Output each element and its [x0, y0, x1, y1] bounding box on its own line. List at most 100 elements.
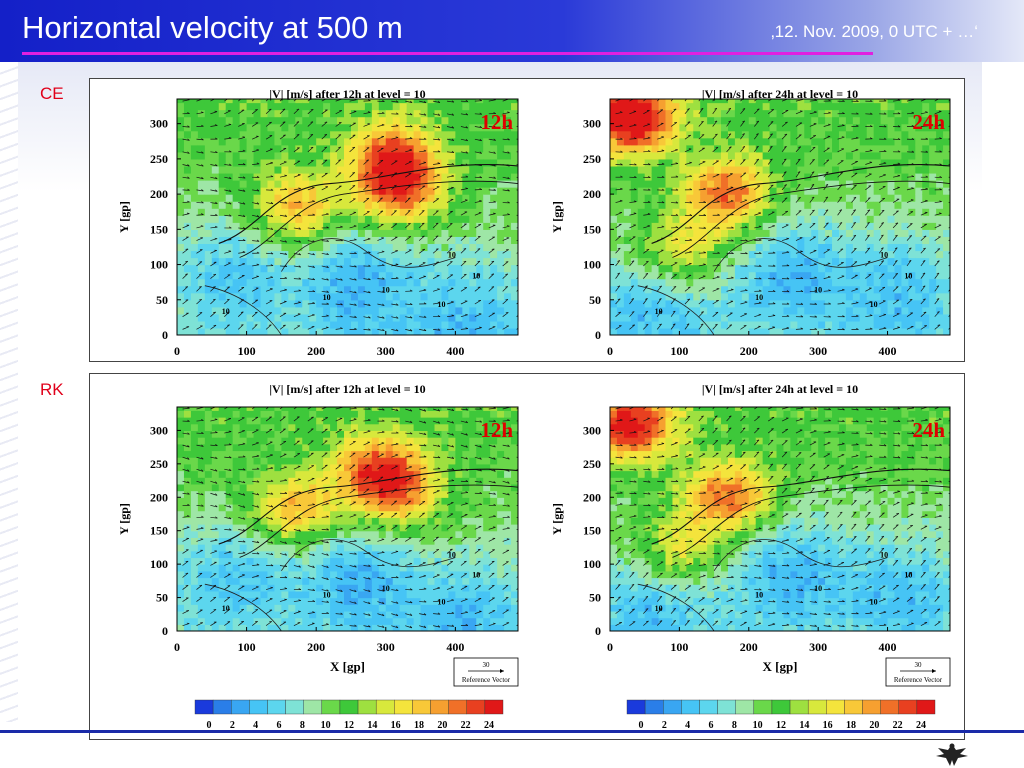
field-cell	[211, 313, 220, 322]
field-cell	[936, 292, 944, 301]
wind-arrow	[363, 316, 371, 319]
field-cell	[253, 299, 262, 308]
field-cell	[197, 165, 206, 174]
field-cell	[420, 151, 429, 160]
field-cell	[239, 130, 248, 139]
field-cell	[693, 151, 701, 160]
field-cell	[943, 257, 950, 266]
field-cell	[693, 250, 701, 259]
contour-label: 10	[222, 307, 230, 316]
field-cell	[637, 327, 646, 335]
field-cell	[630, 222, 639, 230]
wind-arrow	[726, 133, 732, 140]
wind-arrow	[629, 298, 635, 305]
field-cell	[845, 180, 854, 188]
wind-arrow-head	[675, 162, 679, 164]
wind-arrow	[279, 134, 286, 140]
wind-arrow	[321, 200, 329, 203]
wind-arrow-head	[786, 264, 790, 267]
wind-arrow	[446, 126, 454, 129]
field-cell	[762, 144, 771, 153]
field-cell	[183, 285, 192, 294]
field-cell	[399, 208, 408, 216]
field-cell	[295, 299, 303, 308]
wind-arrow-head	[326, 302, 329, 305]
wind-arrow-head	[256, 263, 260, 266]
field-cell	[700, 208, 708, 216]
wind-arrow-head	[423, 161, 426, 163]
field-cell	[943, 123, 950, 132]
field-cell	[915, 172, 923, 181]
field-cell	[790, 257, 798, 266]
field-cell	[845, 123, 854, 132]
field-cell	[929, 243, 937, 252]
field-cell	[721, 137, 729, 146]
field-cell	[177, 222, 185, 230]
field-cell	[838, 271, 847, 280]
field-cell	[441, 215, 450, 223]
wind-arrow	[670, 135, 678, 140]
field-cell	[637, 271, 646, 280]
field-cell	[183, 313, 192, 322]
field-cell	[825, 116, 833, 125]
field-cell	[392, 151, 401, 160]
field-cell	[776, 215, 785, 223]
wind-arrow	[210, 298, 216, 305]
field-cell	[630, 116, 639, 125]
wind-arrow	[363, 112, 371, 115]
field-cell	[350, 201, 359, 209]
field-cell	[511, 222, 518, 230]
wind-arrow	[293, 302, 301, 305]
field-cell	[441, 257, 450, 266]
field-cell	[204, 201, 213, 209]
field-cell	[616, 222, 625, 230]
field-cell	[350, 285, 359, 294]
wind-arrow-head	[714, 133, 718, 136]
wind-arrow-head	[731, 213, 734, 215]
field-cell	[616, 172, 625, 181]
wind-arrow	[460, 126, 468, 129]
field-cell	[281, 208, 289, 216]
field-cell	[406, 102, 415, 111]
field-cell	[859, 278, 868, 287]
field-cell	[344, 327, 352, 335]
field-cell	[811, 130, 819, 139]
wind-arrow-head	[449, 223, 453, 225]
field-cell	[811, 165, 819, 174]
wind-arrow-head	[841, 136, 845, 138]
field-cell	[420, 215, 429, 223]
field-cell	[762, 99, 771, 104]
field-cell	[943, 264, 950, 273]
field-cell	[901, 109, 909, 118]
wind-arrow	[823, 124, 831, 127]
field-cell	[511, 292, 518, 301]
field-cell	[741, 144, 750, 153]
field-cell	[783, 313, 792, 322]
field-cell	[371, 278, 380, 287]
field-cell	[658, 320, 667, 329]
wind-arrow	[754, 198, 761, 203]
field-cell	[344, 264, 352, 273]
field-cell	[371, 250, 380, 259]
field-cell	[274, 116, 282, 125]
field-cell	[302, 250, 310, 259]
field-cell	[177, 250, 185, 259]
field-cell	[225, 116, 234, 125]
field-cell	[783, 236, 792, 245]
field-cell	[838, 243, 847, 252]
field-cell	[225, 201, 234, 209]
field-cell	[330, 194, 338, 202]
wind-arrow-head	[368, 251, 371, 253]
wind-arrow-head	[742, 133, 745, 135]
field-cell	[406, 208, 415, 216]
wind-arrow	[307, 173, 315, 178]
field-cell	[232, 180, 241, 188]
field-cell	[357, 278, 366, 287]
field-cell	[866, 151, 875, 160]
field-cell	[755, 271, 764, 280]
field-cell	[218, 130, 227, 139]
wind-arrow-head	[256, 162, 260, 165]
wind-arrow	[419, 162, 426, 165]
field-cell	[330, 201, 338, 209]
field-cell	[783, 172, 792, 181]
